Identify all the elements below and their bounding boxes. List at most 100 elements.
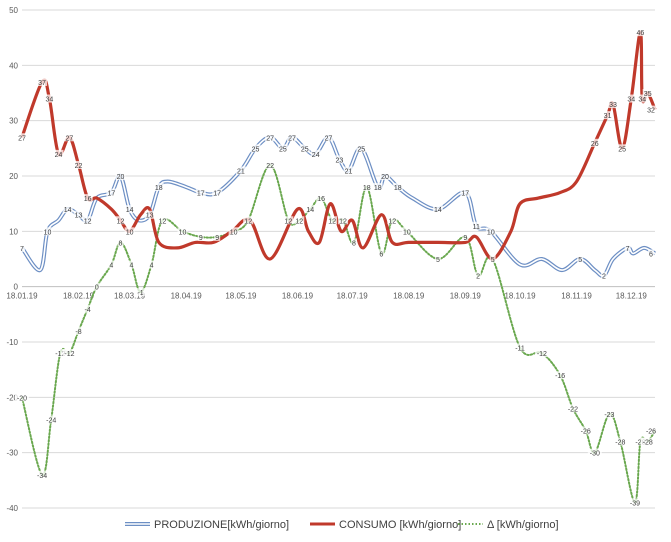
data-label-produzione: 2: [602, 274, 606, 281]
data-label-consumo: 37: [38, 80, 46, 87]
data-label-delta: 8: [352, 240, 356, 247]
data-label-bg: [513, 343, 528, 352]
data-label-consumo: 35: [644, 91, 652, 98]
data-label-bg: [212, 188, 223, 197]
data-label-produzione: 14: [64, 207, 72, 214]
data-label-consumo: 25: [618, 146, 626, 153]
data-label-bg: [15, 393, 29, 402]
data-label-bg: [323, 133, 334, 142]
data-label-consumo: 34: [45, 97, 53, 104]
data-label-bg: [195, 188, 206, 197]
data-label-delta: 6: [379, 251, 383, 258]
data-label-bg: [82, 216, 93, 225]
data-label-bg: [250, 144, 261, 153]
x-tick-label: 18.12.19: [616, 292, 648, 301]
data-label-delta: 10: [179, 229, 187, 236]
data-label-delta: 9: [463, 235, 467, 242]
data-label-bg: [462, 232, 469, 241]
data-label-bg: [327, 216, 338, 225]
data-label-delta: 12: [244, 218, 252, 225]
data-label-bg: [392, 183, 403, 192]
data-label-bg: [356, 144, 367, 153]
data-label-bg: [553, 371, 568, 380]
data-label-delta: 9: [199, 235, 203, 242]
data-label-bg: [93, 282, 100, 291]
data-label-delta: -20: [17, 395, 27, 402]
x-tick-label: 18.11.19: [561, 292, 592, 301]
data-label-delta: -12: [64, 351, 74, 358]
y-tick-label: -10: [6, 338, 18, 347]
data-label-bg: [624, 243, 631, 252]
x-axis-tick-labels: 18.01.19 18.02.19 18.03.19 18.04.19 18.05.19…: [6, 292, 647, 301]
y-tick-label: 0: [14, 283, 19, 292]
data-label-delta: -12: [55, 351, 65, 358]
x-tick-label: 18.05.19: [225, 292, 257, 301]
y-tick-label: 10: [9, 227, 18, 236]
data-label-bg: [299, 144, 310, 153]
x-tick-label: 18.02.19: [63, 292, 95, 301]
data-label-bg: [626, 94, 637, 103]
data-label-produzione: 17: [461, 191, 469, 198]
data-label-bg: [640, 437, 655, 446]
data-label-bg: [613, 437, 628, 446]
data-label-delta: 8: [119, 240, 123, 247]
x-tick-label: 18.01.19: [6, 292, 38, 301]
data-label-delta: 12: [159, 218, 167, 225]
data-label-bg: [197, 232, 204, 241]
data-label-delta: 5: [436, 257, 440, 264]
data-label-bg: [144, 210, 155, 219]
data-label-bg: [635, 28, 646, 37]
data-label-consumo: 24: [55, 152, 63, 159]
data-label-produzione: 14: [126, 207, 134, 214]
data-label-bg: [648, 249, 654, 258]
data-label-consumo: 32: [647, 108, 655, 115]
data-label-bg: [235, 166, 246, 175]
data-label-delta: 12: [339, 218, 347, 225]
data-label-produzione: 18: [394, 185, 402, 192]
data-label-delta: 9: [215, 235, 219, 242]
data-label-delta: -30: [590, 451, 600, 458]
data-label-bg: [148, 260, 155, 269]
data-label-bg: [265, 133, 276, 142]
data-label-bg: [124, 227, 135, 236]
y-tick-label: -20: [6, 393, 18, 402]
data-label-bg: [361, 183, 372, 192]
data-label-consumo: 26: [591, 141, 599, 148]
data-label-bg: [334, 155, 345, 164]
data-label-delta: 4: [150, 263, 154, 270]
data-label-bg: [565, 404, 580, 413]
data-label-bg: [380, 172, 391, 180]
data-label-bg: [338, 216, 349, 225]
data-label-delta: -22: [568, 406, 578, 413]
data-label-bg: [401, 227, 412, 236]
data-label-produzione: 6: [649, 251, 653, 258]
data-label-consumo: 16: [84, 196, 92, 203]
x-tick-label: 18.06.19: [282, 292, 314, 301]
data-label-bg: [305, 205, 316, 214]
data-label-bg: [372, 183, 383, 192]
data-label-bg: [310, 149, 321, 158]
data-label-delta: -1: [137, 290, 143, 297]
data-label-produzione: 17: [213, 191, 221, 198]
legend-item-consumo: CONSUMO [kWh/giorno]: [310, 519, 461, 531]
data-label-delta: 5: [491, 257, 495, 264]
data-label-bg: [617, 144, 628, 153]
data-label-bg: [600, 271, 607, 280]
data-label-bg: [37, 77, 48, 86]
data-label-produzione: 13: [75, 213, 83, 220]
data-label-delta: 0: [95, 285, 99, 292]
data-label-consumo: 34: [638, 97, 646, 104]
data-label-bg: [62, 205, 73, 214]
data-label-bg: [124, 205, 135, 214]
data-label-delta: 16: [317, 196, 325, 203]
data-label-produzione: 25: [357, 146, 365, 153]
data-label-bg: [587, 448, 602, 457]
data-label-produzione: 24: [312, 152, 320, 159]
data-label-produzione: 10: [487, 229, 495, 236]
data-label-bg: [117, 238, 124, 247]
data-label-produzione: 27: [288, 135, 296, 142]
data-label-bg: [286, 133, 297, 142]
data-label-delta: 14: [306, 207, 314, 214]
legend-label-produzione: PRODUZIONE[kWh/giorno]: [154, 519, 289, 531]
